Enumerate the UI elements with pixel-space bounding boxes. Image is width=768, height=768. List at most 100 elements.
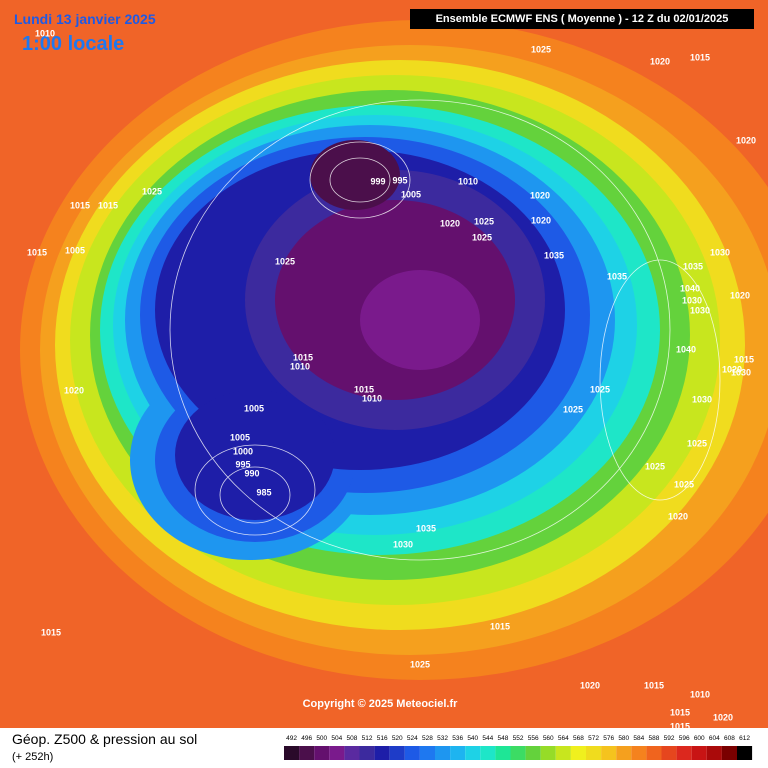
legend-label: 528: [422, 735, 433, 742]
isobar-label: 1035: [607, 271, 627, 281]
isobar-label: 1010: [458, 176, 478, 186]
legend-label: 612: [739, 735, 750, 742]
isobar-label: 1015: [70, 200, 90, 210]
isobar-label: 1015: [98, 200, 118, 210]
legend-label: 592: [664, 735, 675, 742]
legend-label: 596: [679, 735, 690, 742]
isobar-label: 1010: [362, 393, 382, 403]
isobar-label: 1015: [734, 354, 754, 364]
isobar-label: 1020: [580, 680, 600, 690]
legend-swatch: [284, 746, 300, 760]
isobar-label: 1040: [680, 283, 700, 293]
isobar-label: 1015: [490, 621, 510, 631]
isobar-label: 1015: [354, 384, 374, 394]
isobar-label: 1015: [690, 52, 710, 62]
legend-label: 544: [482, 735, 493, 742]
isobar-label: 990: [244, 468, 259, 478]
legend-label: 576: [603, 735, 614, 742]
isobar-label: 1025: [674, 479, 694, 489]
isobar-label: 1005: [230, 432, 250, 442]
legend-label: 548: [498, 735, 509, 742]
legend-swatch: [737, 746, 753, 760]
isobar-label: 1025: [687, 438, 707, 448]
copyright: Copyright © 2025 Meteociel.fr: [303, 698, 459, 710]
legend-label: 512: [362, 735, 373, 742]
isobar-label: 985: [256, 487, 271, 497]
date: Lundi 13 janvier 2025: [14, 11, 156, 27]
legend-label: 500: [316, 735, 327, 742]
isobar-label: 1030: [710, 247, 730, 257]
isobar-label: 1025: [531, 44, 551, 54]
isobar-label: 1030: [393, 539, 413, 549]
isobar-label: 1020: [722, 364, 742, 374]
legend-swatch: [676, 746, 692, 760]
legend-label: 568: [573, 735, 584, 742]
isobar-label: 1020: [64, 385, 84, 395]
run-box: [410, 9, 754, 29]
isobar-label: 1020: [440, 218, 460, 228]
legend-label: 564: [558, 735, 569, 742]
legend-label: 600: [694, 735, 705, 742]
isobar-label: 1025: [410, 659, 430, 669]
isobar-label: 1020: [531, 215, 551, 225]
isobar-label: 1035: [416, 523, 436, 533]
height-field: [20, 20, 768, 680]
isobar-label: 1025: [474, 216, 494, 226]
legend-swatch: [601, 746, 617, 760]
isobar-label: 1030: [692, 394, 712, 404]
legend-swatch: [691, 746, 707, 760]
legend-swatch: [435, 746, 451, 760]
run-info: Ensemble ECMWF ENS ( Moyenne ) - 12 Z du…: [436, 13, 729, 25]
isobar-label: 1020: [736, 135, 756, 145]
legend-swatch: [480, 746, 496, 760]
legend-label: 516: [377, 735, 388, 742]
legend-swatch: [329, 746, 345, 760]
legend-label: 524: [407, 735, 418, 742]
legend-swatch: [419, 746, 435, 760]
isobar-label: 1030: [731, 367, 751, 377]
legend-swatch: [631, 746, 647, 760]
legend-label: 540: [467, 735, 478, 742]
legend-label: 496: [301, 735, 312, 742]
legend-label: 584: [633, 735, 644, 742]
isobar-label: 1020: [730, 290, 750, 300]
legend-swatch: [314, 746, 330, 760]
isobar-label: 1005: [244, 403, 264, 413]
legend-label: 536: [452, 735, 463, 742]
legend-swatch: [540, 746, 556, 760]
isobar-label: 1035: [683, 261, 703, 271]
legend-swatch: [616, 746, 632, 760]
time: 1:00 locale: [22, 33, 124, 55]
isobar-label: 999: [370, 176, 385, 186]
footer-title: Géop. Z500 & pression au sol: [12, 731, 197, 747]
legend-swatch: [450, 746, 466, 760]
isobar-label: 1020: [713, 712, 733, 722]
legend-swatch: [661, 746, 677, 760]
legend-swatch: [555, 746, 571, 760]
legend-swatch: [706, 746, 722, 760]
legend-swatch: [465, 746, 481, 760]
legend-label: 492: [286, 735, 297, 742]
isobar-label: 1025: [645, 461, 665, 471]
legend-label: 532: [437, 735, 448, 742]
legend-swatch: [570, 746, 586, 760]
legend-label: 572: [588, 735, 599, 742]
legend-swatch: [404, 746, 420, 760]
isobar-label: 1025: [590, 384, 610, 394]
isobar-label: 1020: [530, 190, 550, 200]
isobar-label: 1015: [644, 680, 664, 690]
isobar-label: 1015: [670, 707, 690, 717]
isobar-label: 1000: [233, 446, 253, 456]
isobar-label: 1010: [690, 689, 710, 699]
isobar-label: 1020: [650, 56, 670, 66]
lead-time: (+ 252h): [12, 751, 53, 763]
legend-label: 604: [709, 735, 720, 742]
isobar-label: 995: [235, 459, 250, 469]
legend-label: 508: [347, 735, 358, 742]
isobar-label: 1025: [275, 256, 295, 266]
legend-swatch: [646, 746, 662, 760]
legend-swatch: [495, 746, 511, 760]
legend-swatch: [510, 746, 526, 760]
legend-swatch: [721, 746, 737, 760]
